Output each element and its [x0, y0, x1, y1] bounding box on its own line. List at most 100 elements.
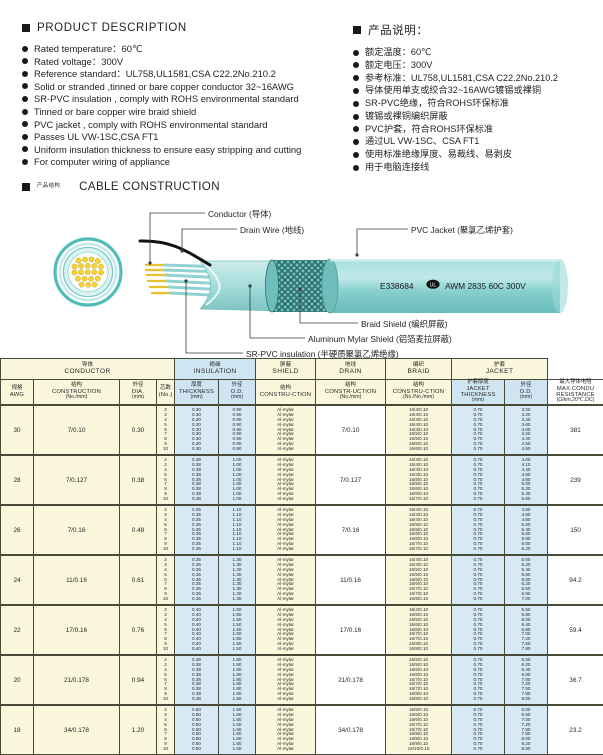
description-english-column: PRODUCT DESCRIPTION Rated temperature：60…: [0, 22, 345, 175]
cell-value: 1.80: [219, 697, 255, 702]
col-unit: (No./No./mm): [386, 395, 451, 401]
list-item: Reference standard：UL758,UL1581,CSA C22.…: [22, 68, 345, 79]
cell-value: 0.35: [175, 547, 218, 552]
list-item-text: PVC jacket , comply with ROHS environmen…: [34, 119, 267, 130]
cell-value: 0.70: [452, 447, 504, 452]
col-insulation-thickness: 厚度 THICKNESS (mm): [175, 379, 219, 405]
group-en: BRAID: [386, 369, 451, 375]
cell-drain: 7/0.10: [316, 405, 386, 455]
callout-aluminum-mylar-shield: Aluminum Mylar Shield (铝箔麦拉屏蔽): [308, 333, 452, 345]
cell-conductor-dia: 0.61: [120, 555, 157, 605]
square-bullet-icon: [22, 183, 30, 191]
list-item-text: 通过UL VW-1SC、CSA FT1: [365, 136, 479, 148]
cell-awg: 28: [1, 455, 34, 505]
bullet-dot-icon: [353, 50, 359, 56]
bullet-dot-icon: [22, 146, 28, 152]
list-item-text: 额定电压：300V: [365, 60, 432, 72]
cell-max-resistance: 23.2: [548, 705, 603, 755]
cell-drain: 11/0.16: [316, 555, 386, 605]
cell-conductor-dia: 0.38: [120, 455, 157, 505]
col-max-resistance: 最大导体电阻 MAX.CONDU RESISTANCE (Ω/km,20℃,DC…: [548, 379, 603, 405]
product-description-title-en: PRODUCT DESCRIPTION: [22, 22, 345, 34]
cell-value: 8.00: [505, 697, 547, 702]
cell-value: 0.40: [175, 647, 218, 652]
list-item-text: Reference standard：UL758,UL1581,CSA C22.…: [34, 68, 276, 79]
cell-conductor-construction: 7/0.10: [34, 405, 120, 455]
cell-conductor-dia: 1.20: [120, 705, 157, 755]
cell-value: 16/8/0.10: [386, 697, 451, 702]
list-item: Rated temperature：60℃: [22, 43, 345, 54]
list-item-text: 导体使用单支或绞合32~16AWG镀锡或裸铜: [365, 85, 541, 97]
list-item: PVC jacket , comply with ROHS environmen…: [22, 119, 345, 130]
cell-value: 16/10/0.10: [386, 747, 451, 752]
list-item: Passes UL VW-1SC,CSA FT1: [22, 131, 345, 142]
group-en: SHIELD: [256, 369, 315, 375]
cell-value: 16/8/0.10: [386, 647, 451, 652]
list-item-text: 参考标准：UL758,UL1581,CSA C22.2No.210.2: [365, 73, 558, 85]
group-jacket: 护套 JACKET: [452, 358, 548, 379]
bullet-dot-icon: [353, 88, 359, 94]
list-item: 导体使用单支或绞合32~16AWG镀锡或裸铜: [353, 85, 603, 97]
col-unit: (No./mm): [316, 395, 385, 401]
list-item-text: Rated temperature：60℃: [34, 43, 143, 54]
col-en: CONSTRU-CTION: [256, 392, 315, 398]
cell-conductor-dia: 0.76: [120, 605, 157, 655]
list-item: 额定电压：300V: [353, 60, 603, 72]
group-conductor: 导体 CONDUCTOR: [1, 358, 175, 379]
cell-value: 16/8/0.10: [386, 597, 451, 602]
cell-awg: 22: [1, 605, 34, 655]
list-item: 使用标准绝缘厚度、易裁线、易剥皮: [353, 149, 603, 161]
list-item-text: SR-PVC绝缘，符合ROHS环保标准: [365, 98, 509, 110]
list-item-text: For computer wiring of appliance: [34, 156, 170, 167]
cell-value: Al-mylar: [256, 747, 315, 752]
list-item-text: Passes UL VW-1SC,CSA FT1: [34, 131, 159, 142]
list-item-text: 额定温度：60℃: [365, 47, 431, 59]
cell-value: Al-mylar: [256, 547, 315, 552]
cell-value: Al-mylar: [256, 497, 315, 502]
group-drain: 地线 DRAIN: [316, 358, 386, 379]
list-item: 额定温度：60℃: [353, 47, 603, 59]
description-cn-list: 额定温度：60℃ 额定电压：300V 参考标准：UL758,UL1581,CSA…: [353, 47, 603, 174]
col-unit: (mm): [452, 398, 504, 404]
cell-value: 1.10: [219, 547, 255, 552]
col-unit: (mm): [505, 395, 547, 401]
cell-conductor-construction: 7/0.16: [34, 505, 120, 555]
cell-value: Al-mylar: [256, 597, 315, 602]
bullet-dot-icon: [22, 71, 28, 77]
bullet-dot-icon: [353, 62, 359, 68]
list-item: SR-PVC insulation , comply with ROHS env…: [22, 93, 345, 104]
bullet-dot-icon: [353, 114, 359, 120]
bullet-dot-icon: [353, 165, 359, 171]
cell-value: 0.90: [219, 447, 255, 452]
cell-value: 0.70: [452, 697, 504, 702]
cell-value: 0.35: [175, 597, 218, 602]
group-en: CONDUCTOR: [1, 369, 174, 375]
list-item-text: 镀锡或裸铜编织屏蔽: [365, 111, 448, 123]
cell-awg: 18: [1, 705, 34, 755]
group-spacer: [548, 358, 603, 379]
title-text: 产品说明：: [368, 22, 429, 38]
